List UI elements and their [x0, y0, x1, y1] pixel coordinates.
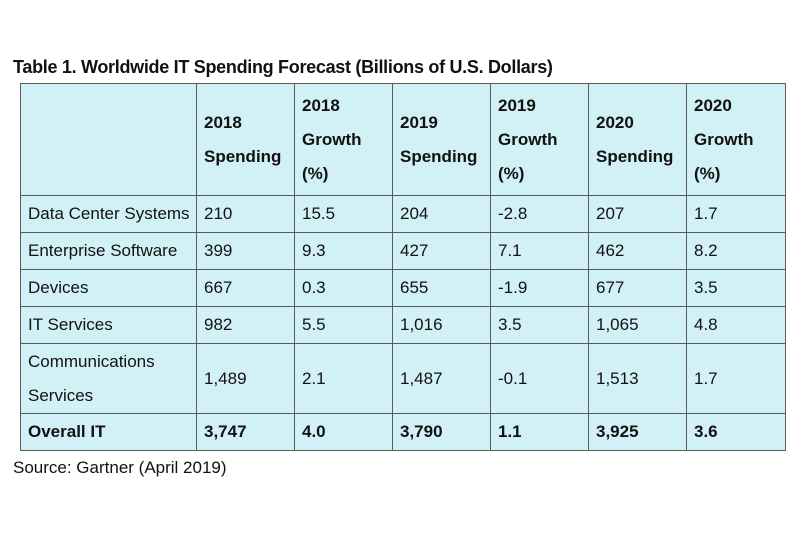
header-row: 2018 Spending 2018 Growth (%) 2019 Spend… [20, 83, 786, 196]
table-cell: 8.2 [686, 232, 786, 270]
table-row: Data Center Systems 210 15.5 204 -2.8 20… [20, 195, 786, 233]
table-cell: -1.9 [490, 269, 589, 307]
header-line: 2019 [400, 112, 438, 132]
row-label: Enterprise Software [20, 232, 197, 270]
total-row: Overall IT 3,747 4.0 3,790 1.1 3,925 3.6 [20, 413, 786, 451]
header-2019-growth: 2019 Growth (%) [490, 83, 589, 196]
table-cell: 1.7 [686, 195, 786, 233]
header-line: (%) [302, 163, 329, 183]
table-cell: 15.5 [294, 195, 393, 233]
table-cell: 1,065 [588, 306, 687, 344]
table-cell: 7.1 [490, 232, 589, 270]
row-label-line: Services [28, 385, 94, 405]
it-spending-table: 2018 Spending 2018 Growth (%) 2019 Spend… [20, 83, 786, 451]
source-note: Source: Gartner (April 2019) [13, 458, 227, 477]
header-corner-cell [20, 83, 197, 196]
table-cell: 204 [392, 195, 491, 233]
row-label: Communications Services [20, 343, 197, 414]
header-line: 2020 [694, 95, 732, 115]
table-row: Enterprise Software 399 9.3 427 7.1 462 … [20, 232, 786, 270]
table-cell: 3,790 [392, 413, 491, 451]
header-line: 2019 [498, 95, 536, 115]
table-cell: 3,747 [196, 413, 295, 451]
table-title: Table 1. Worldwide IT Spending Forecast … [13, 57, 553, 77]
table-cell: -2.8 [490, 195, 589, 233]
table-row: Communications Services 1,489 2.1 1,487 … [20, 343, 786, 414]
table-row: IT Services 982 5.5 1,016 3.5 1,065 4.8 [20, 306, 786, 344]
header-line: (%) [694, 163, 721, 183]
row-label: Overall IT [20, 413, 197, 451]
table-cell: 9.3 [294, 232, 393, 270]
header-2018-spending: 2018 Spending [196, 83, 295, 196]
table-cell: 0.3 [294, 269, 393, 307]
table-cell: 399 [196, 232, 295, 270]
header-line: Growth [302, 129, 362, 149]
table-row: Devices 667 0.3 655 -1.9 677 3.5 [20, 269, 786, 307]
table-cell: 4.0 [294, 413, 393, 451]
table-cell: 427 [392, 232, 491, 270]
row-label: Devices [20, 269, 197, 307]
table-cell: 5.5 [294, 306, 393, 344]
table-cell: 1,016 [392, 306, 491, 344]
table-cell: 1.7 [686, 343, 786, 414]
header-line: 2018 [302, 95, 340, 115]
table-cell: 1.1 [490, 413, 589, 451]
table-cell: 462 [588, 232, 687, 270]
header-2019-spending: 2019 Spending [392, 83, 491, 196]
header-line: Spending [400, 146, 478, 166]
row-label-line: Communications [28, 351, 155, 371]
table-cell: 1,489 [196, 343, 295, 414]
table-cell: 207 [588, 195, 687, 233]
table-cell: 3.6 [686, 413, 786, 451]
table-cell: 655 [392, 269, 491, 307]
header-2020-spending: 2020 Spending [588, 83, 687, 196]
header-line: Spending [596, 146, 674, 166]
table-cell: 677 [588, 269, 687, 307]
row-label: Data Center Systems [20, 195, 197, 233]
header-line: Growth [498, 129, 558, 149]
table-cell: 3,925 [588, 413, 687, 451]
table-cell: 3.5 [490, 306, 589, 344]
header-2020-growth: 2020 Growth (%) [686, 83, 786, 196]
header-line: 2020 [596, 112, 634, 132]
table-cell: 2.1 [294, 343, 393, 414]
header-line: 2018 [204, 112, 242, 132]
header-line: Spending [204, 146, 282, 166]
table-cell: 1,513 [588, 343, 687, 414]
header-2018-growth: 2018 Growth (%) [294, 83, 393, 196]
table-cell: -0.1 [490, 343, 589, 414]
table-cell: 4.8 [686, 306, 786, 344]
header-line: Growth [694, 129, 754, 149]
table-cell: 3.5 [686, 269, 786, 307]
table-cell: 210 [196, 195, 295, 233]
table-cell: 667 [196, 269, 295, 307]
table-cell: 982 [196, 306, 295, 344]
row-label: IT Services [20, 306, 197, 344]
header-line: (%) [498, 163, 525, 183]
table-cell: 1,487 [392, 343, 491, 414]
